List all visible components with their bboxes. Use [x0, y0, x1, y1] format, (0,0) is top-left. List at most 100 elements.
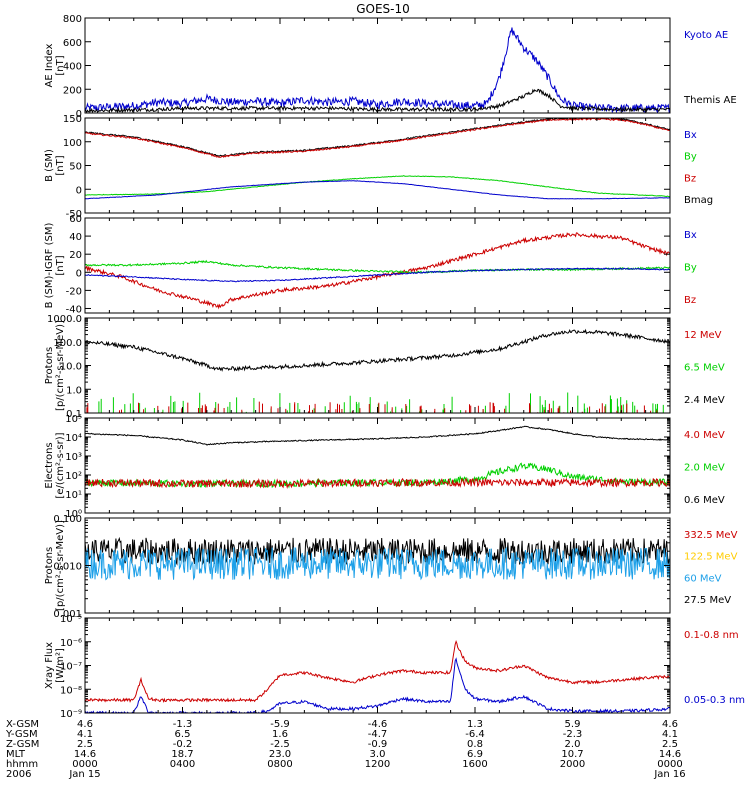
y-tick-label: -40	[66, 305, 82, 316]
y-tick-label: 10⁻⁸	[60, 685, 82, 696]
footer-cell: 2000	[560, 759, 585, 770]
panel-frame	[84, 417, 671, 514]
series-6-5-mev	[94, 392, 664, 413]
y-tick-label: 0	[76, 185, 82, 196]
footer-cell: 6.9	[467, 749, 483, 760]
y-tick-label: 1000.0	[47, 314, 82, 325]
footer-cell: 4.6	[77, 719, 93, 730]
chart-title: GOES-10	[356, 2, 410, 16]
panel-bdiff: -40 -20 0 20 40 60B (SM)-IGRF (SM)[nT] Bx By Bz	[44, 214, 697, 316]
footer-row-label: hhmm	[6, 759, 38, 770]
legend-entry: 12 MeV	[684, 330, 722, 341]
footer-row-label: Y-GSM	[5, 729, 38, 740]
footer-row-label: X-GSM	[6, 719, 39, 730]
legend-entry: Bz	[684, 295, 696, 306]
footer-cell: 2.5	[77, 739, 93, 750]
legend-entry: Bx	[684, 230, 697, 241]
y-axis-label: Protons[p/(cm²-s-sr-MeV)]	[44, 520, 66, 611]
legend-entry: 0.1-0.8 nm	[684, 630, 739, 641]
panel-xray: 10⁻⁹ 10⁻⁸ 10⁻⁷ 10⁻⁶ 10⁻⁵ Xray Flux[W/m²] 0.1-0…	[44, 614, 745, 720]
series-bz	[85, 232, 670, 310]
y-axis-label: Protons[p/(cm²-s-sr-MeV)]	[44, 320, 66, 411]
y-tick-label: 0.100	[53, 514, 82, 525]
y-tick-label: 0.1	[66, 409, 82, 420]
footer-cell: 2.0	[565, 739, 581, 750]
legend-entry: By	[684, 152, 697, 163]
footer-cell: -2.3	[563, 729, 583, 740]
panel-hiprotons: 0.001 0.010 0.100Protons[p/(cm²-s-sr-MeV)]…	[44, 514, 738, 620]
legend-entry: Bz	[684, 173, 696, 184]
footer-cell: -1.3	[173, 719, 193, 730]
footer-cell: -0.2	[173, 739, 193, 750]
footer-cell: 2.5	[662, 739, 678, 750]
footer-cell: -2.5	[270, 739, 290, 750]
footer-cell: 4.1	[77, 729, 93, 740]
footer-cell: 3.0	[370, 749, 386, 760]
legend-entry: 122.5 MeV	[684, 552, 738, 563]
legend-entry: Bx	[684, 130, 697, 141]
footer-cell: 18.7	[171, 749, 193, 760]
legend-entry: Themis AE	[683, 95, 737, 106]
y-axis-label: Xray Flux[W/m²]	[44, 642, 66, 689]
series-bz	[85, 118, 670, 158]
legend-entry: 332.5 MeV	[684, 530, 738, 541]
y-tick-label: 10⁻⁶	[60, 638, 82, 649]
series-2-4-mev	[85, 328, 670, 372]
series-0-1-0-8-nm	[85, 640, 670, 703]
y-tick-label: 0	[76, 109, 82, 120]
y-tick-label: 10⁻⁹	[60, 709, 82, 720]
y-tick-label: 600	[63, 38, 82, 49]
series-0-6-mev	[85, 425, 670, 446]
panel-protons: 0.1 1.0 10.0 100.0 1000.0Protons[p/(cm²-s-sr…	[44, 314, 725, 420]
panel-bfield: -50 0 50 100 150 B (SM)[nT] Bx By Bz Bmag	[44, 114, 713, 220]
y-axis-label: B (SM)[nT]	[44, 149, 66, 182]
footer-cell: 4.1	[662, 729, 678, 740]
y-axis-label: B (SM)-IGRF (SM)[nT]	[44, 223, 66, 309]
y-tick-label: 0	[76, 268, 82, 279]
footer-cell: 0.8	[467, 739, 483, 750]
series-bx	[85, 267, 670, 283]
y-tick-label: 50	[69, 162, 82, 173]
footer-cell: 0800	[267, 759, 292, 770]
y-tick-label: 150	[63, 114, 82, 125]
footer-cell: Jan 15	[68, 769, 100, 780]
series-bx	[85, 180, 670, 200]
y-tick-label: 100	[63, 138, 82, 149]
legend-entry: Bmag	[684, 195, 713, 206]
y-tick-label: 100.0	[53, 338, 82, 349]
series-kyoto-ae	[85, 27, 670, 113]
y-tick-label: 60	[69, 214, 82, 225]
y-tick-label: 10⁵	[65, 414, 82, 425]
footer-row-label: MLT	[6, 749, 26, 760]
footer-cell: 6.5	[175, 729, 191, 740]
footer-cell: Jan 16	[653, 769, 685, 780]
y-tick-label: -50	[66, 209, 82, 220]
legend-entry: 0.05-0.3 nm	[684, 695, 745, 706]
footer-cell: 10.7	[561, 749, 583, 760]
y-tick-label: 10⁰	[65, 509, 82, 520]
y-tick-label: 10⁴	[65, 433, 82, 444]
footer-cell: 0000	[657, 759, 682, 770]
panel-electrons: 10⁰ 10¹ 10² 10³ 10⁴ 10⁵ Electrons[e/(cm²-s-sr)…	[44, 414, 725, 520]
footer-cell: 23.0	[269, 749, 291, 760]
legend-entry: Kyoto AE	[684, 30, 728, 41]
legend-entry: 60 MeV	[684, 573, 722, 584]
legend-entry: 0.6 MeV	[684, 495, 725, 506]
footer-cell: -5.9	[270, 719, 290, 730]
y-tick-label: 20	[69, 250, 82, 261]
panel-ae: 0 200 400 600 800 AE Index[nT] Kyoto AE Themis …	[44, 14, 737, 120]
legend-entry: 6.5 MeV	[684, 363, 725, 374]
y-axis-label: Electrons[e/(cm²-s-sr)]	[44, 432, 66, 498]
y-tick-label: 40	[69, 232, 82, 243]
footer-cell: 1200	[365, 759, 390, 770]
series-by	[85, 259, 670, 274]
legend-entry: 2.0 MeV	[684, 463, 725, 474]
footer-cell: 14.6	[659, 749, 681, 760]
series-12-mev	[86, 401, 658, 413]
y-tick-label: 10.0	[60, 362, 82, 373]
y-tick-label: -20	[66, 286, 82, 297]
footer-cell: -4.6	[368, 719, 388, 730]
legend-entry: 4.0 MeV	[684, 430, 725, 441]
y-tick-label: 0.001	[53, 609, 82, 620]
